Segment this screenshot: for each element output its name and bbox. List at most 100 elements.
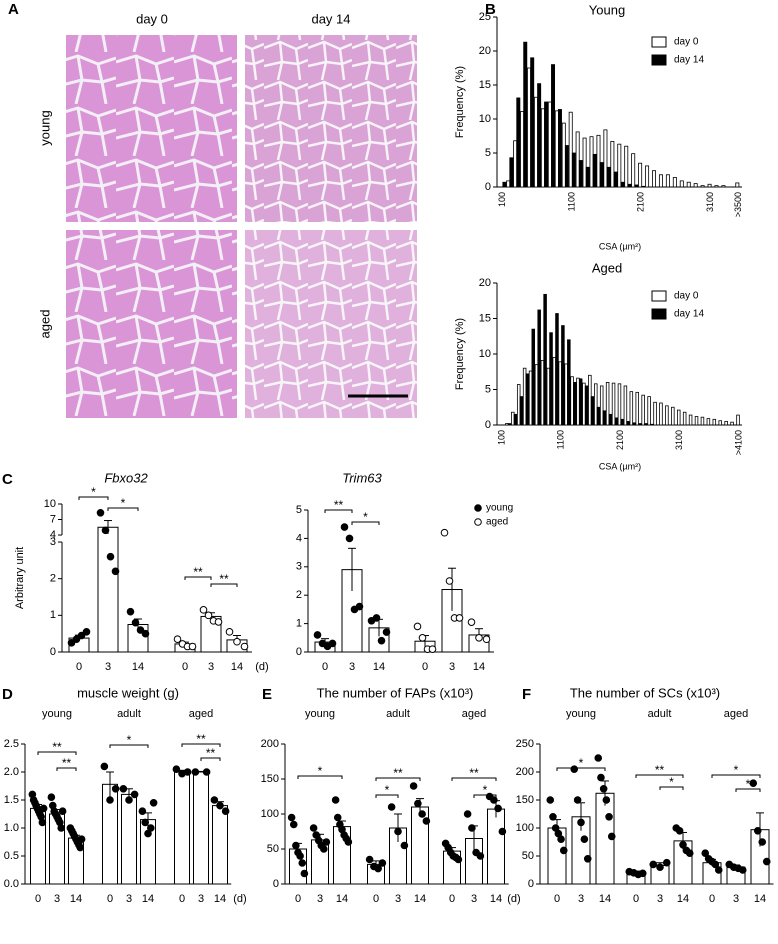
data-point xyxy=(498,827,507,836)
data-point xyxy=(454,855,463,864)
panel-label: E xyxy=(262,686,272,703)
bar xyxy=(585,166,590,188)
data-point xyxy=(597,773,605,782)
y-tick-label: 100 xyxy=(261,808,279,820)
bar xyxy=(571,152,576,188)
bar xyxy=(502,181,507,188)
data-point xyxy=(172,765,181,774)
significance-bracket xyxy=(375,794,399,798)
data-point xyxy=(476,852,485,860)
data-point xyxy=(202,768,211,776)
bar xyxy=(584,385,589,426)
x-tick-label: 14 xyxy=(336,893,348,905)
bar xyxy=(121,793,137,885)
data-point xyxy=(418,634,427,642)
x-tick-label: 14 xyxy=(677,893,689,905)
bar xyxy=(688,414,693,426)
y-axis-label: Frequency (%) xyxy=(454,66,466,138)
significance-bracket xyxy=(107,507,139,511)
legend-label: day 14 xyxy=(674,309,704,320)
data-point xyxy=(72,635,81,643)
significance-label: * xyxy=(91,485,96,499)
x-tick-label: 3 xyxy=(54,893,60,905)
data-point xyxy=(136,626,145,634)
x-tick-label: 14 xyxy=(142,893,154,905)
significance-bracket xyxy=(711,774,761,778)
data-point xyxy=(287,813,296,822)
data-point xyxy=(292,841,300,850)
chart-title: Trim63 xyxy=(342,470,382,485)
data-point xyxy=(638,869,647,878)
data-point xyxy=(130,790,139,799)
data-point xyxy=(549,813,557,821)
data-point xyxy=(605,813,613,821)
bar xyxy=(644,423,648,426)
data-point xyxy=(344,838,353,846)
data-point xyxy=(355,602,364,611)
bar xyxy=(700,185,705,188)
bar xyxy=(721,185,726,188)
y-tick-label: 0 xyxy=(273,878,279,890)
bar xyxy=(712,418,717,426)
data-point xyxy=(394,827,402,836)
legend-swatch xyxy=(651,54,667,66)
bar xyxy=(588,374,592,426)
bar xyxy=(606,166,611,188)
data-point xyxy=(365,855,374,864)
x-tick-label: 0 xyxy=(179,893,185,905)
data-point xyxy=(738,866,747,874)
bar xyxy=(672,177,677,188)
significance-label: * xyxy=(746,777,751,791)
micrographs: day 0 day 14 young aged xyxy=(37,11,417,418)
legend-label: day 0 xyxy=(674,291,699,302)
y-tick-label: 2.0 xyxy=(4,766,19,778)
bar xyxy=(540,359,545,426)
x-unit: (d) xyxy=(233,893,246,905)
x-tick-label: 14 xyxy=(490,893,502,905)
data-point xyxy=(141,629,150,638)
legend-swatch xyxy=(651,36,667,48)
data-point xyxy=(372,614,381,622)
y-tick-label: 4 xyxy=(296,532,302,544)
x-tick-label: 0 xyxy=(35,893,41,905)
legend-label: day 14 xyxy=(674,55,704,66)
significance-bracket xyxy=(451,777,497,781)
significance-label: ** xyxy=(52,740,62,754)
bar xyxy=(578,378,583,426)
row-label: young xyxy=(37,110,52,145)
bar xyxy=(546,367,551,426)
column-label: day 14 xyxy=(311,11,350,26)
x-tick-label: >3500 xyxy=(733,192,743,217)
group-label: aged xyxy=(462,708,486,720)
significance-label: ** xyxy=(206,746,216,760)
significance-label: * xyxy=(579,756,584,770)
bar xyxy=(602,410,607,426)
bar xyxy=(596,406,601,426)
data-point xyxy=(445,577,454,585)
y-tick-label: 0 xyxy=(485,181,491,193)
significance-label: * xyxy=(318,764,323,778)
x-tick-label: 0 xyxy=(322,661,328,673)
data-point xyxy=(233,637,241,646)
bar xyxy=(624,145,629,188)
x-tick-label: 0 xyxy=(554,893,560,905)
legend-marker xyxy=(474,518,482,526)
column-label: day 0 xyxy=(136,11,168,26)
significance-bracket xyxy=(200,757,221,761)
x-tick-label: 3 xyxy=(317,893,323,905)
data-point xyxy=(39,804,48,813)
bar xyxy=(635,391,640,426)
bar xyxy=(650,423,654,426)
significance-label: * xyxy=(669,775,674,789)
bar xyxy=(509,157,514,188)
chart-title: The number of SCs (x10³) xyxy=(570,685,720,700)
y-tick-label: 20 xyxy=(479,277,491,289)
y-tick-label: 5 xyxy=(485,383,491,395)
data-point xyxy=(298,859,307,867)
bar xyxy=(534,96,538,188)
data-point xyxy=(377,636,386,645)
bar xyxy=(736,414,740,426)
data-point xyxy=(467,618,476,626)
data-point xyxy=(58,807,67,816)
bar xyxy=(519,396,524,426)
